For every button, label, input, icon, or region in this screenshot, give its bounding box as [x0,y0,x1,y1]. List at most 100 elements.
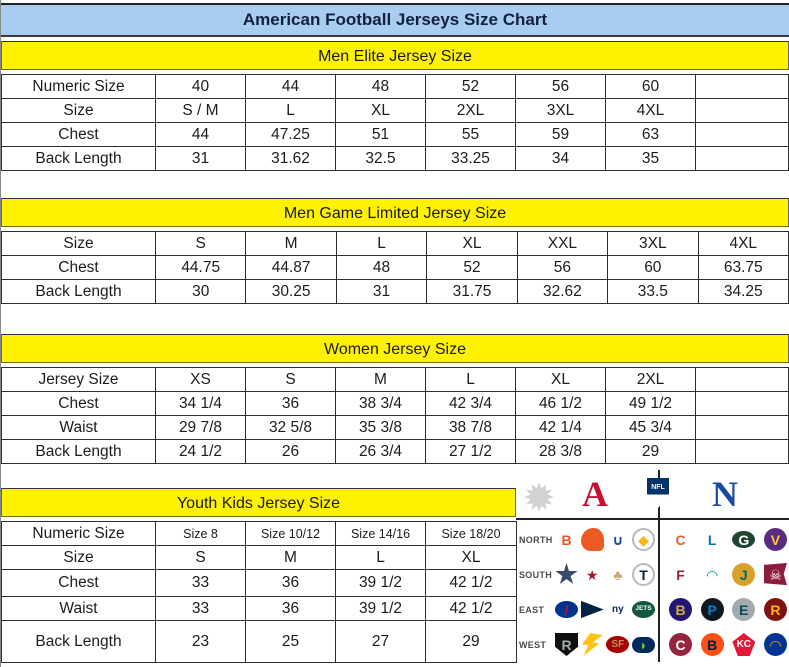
size-cell: 31 [155,146,246,171]
size-cell: S [245,367,336,392]
nfl-teams-panel: A NFL N NORTH B ∪ ◆ C L G V SOUTH ★ ♣ T F ◠ J ☠ EAST / ny J… [516,470,789,666]
size-cell: 60 [605,74,696,99]
eagles-logo: E [732,598,756,621]
division-label: NORTH [519,534,553,545]
size-cell [695,146,789,171]
row-label: Size [1,545,156,570]
size-cell [695,415,789,440]
titans-logo: T [631,563,655,586]
falcons-logo: F [669,563,692,586]
size-cell: 27 1/2 [425,439,516,464]
row-label: Back Length [1,439,156,464]
section-men-game-limited: Men Game Limited Jersey Size Size S M L XL XX… [1,198,789,304]
size-cell: 46 1/2 [515,391,606,416]
size-cell: 26 3/4 [335,439,426,464]
row-label: Size [1,98,156,123]
size-table-men-elite: Numeric Size 40 44 48 52 56 60 Size S / M L XL 2XL 3… [1,74,789,171]
size-table-men-game-limited: Size S M L XL XXL 3XL 4XL Chest 44.75 44.87 48 52 56 6… [1,231,789,304]
cowboys-logo [555,563,578,584]
section-men-elite: Men Elite Jersey Size Numeric Size 40 44 48… [1,41,789,171]
size-cell: M [245,231,337,256]
afc-logo-icon: A [582,474,608,514]
size-cell: M [335,367,426,392]
size-cell: 32.62 [516,279,609,304]
table-row: Jersey Size XS S M L XL 2XL [1,367,789,392]
row-label: Size [1,231,156,256]
size-cell: 42 1/2 [425,596,517,621]
colts-logo: ∪ [606,528,630,551]
saints-logo: ♣ [606,563,630,586]
table-row: Numeric Size 40 44 48 52 56 60 [1,74,789,99]
size-cell: 39 1/2 [335,569,426,597]
size-cell: M [245,545,336,570]
size-cell: 36 [245,391,336,416]
section-women: Women Jersey Size Jersey Size XS S M L XL 2XL C… [1,334,789,464]
jaguars-logo: J [732,563,756,586]
size-cell: 32 5/8 [245,415,336,440]
rams-logo: ◠ [763,633,787,656]
size-cell: 33 [155,569,246,597]
division-row: WEST R SF ◗ C B KC ◠ [516,627,789,662]
row-label: Numeric Size [1,74,156,99]
size-cell: 42 3/4 [425,391,516,416]
size-cell: XL [515,367,606,392]
size-cell: 36 [245,596,336,621]
section-header-men-elite: Men Elite Jersey Size [1,41,789,70]
size-cell: XL [426,231,518,256]
size-cell: 52 [425,74,516,99]
steelers-logo: ◆ [631,528,655,551]
size-cell: 59 [515,122,606,147]
seahawks-logo: ◗ [631,636,655,653]
afc-team-group: / ny JETS [555,598,659,621]
size-cell: 38 7/8 [425,415,516,440]
size-cell: XL [335,98,426,123]
nfc-logo-icon: N [712,474,738,514]
afc-team-group: ★ ♣ T [555,563,659,586]
size-cell: L [335,545,426,570]
packers-logo: G [732,531,756,548]
panthers-logo: P [700,598,724,621]
size-cell: 34 1/4 [155,391,246,416]
size-cell [695,74,789,99]
size-cell: 24 1/2 [155,439,246,464]
row-label: Back Length [1,279,156,304]
size-cell: 28 3/8 [515,439,606,464]
table-row: Chest 34 1/4 36 38 3/4 42 3/4 46 1/2 49 1/2 [1,391,789,416]
row-label: Waist [1,415,156,440]
size-cell: 30 [154,279,247,304]
nfl-shield-label: NFL [651,484,665,491]
size-cell: 35 3/8 [335,415,426,440]
size-cell: Size 8 [155,521,246,546]
size-cell: Size 14/16 [335,521,426,546]
table-row: Chest 44 47.25 51 55 59 63 [1,122,789,147]
size-cell: 49 1/2 [605,391,696,416]
nfc-team-group: C B KC ◠ [669,633,787,656]
raiders-logo: R [555,633,578,656]
conference-divider-line [658,470,660,662]
nfc-team-group: F ◠ J ☠ [669,563,787,586]
size-cell: L [245,98,336,123]
size-cell: 31.75 [426,279,518,304]
page-title: American Football Jerseys Size Chart [1,3,789,37]
table-row: Back Length 23 25 27 29 [1,620,517,663]
size-cell: S [154,231,247,256]
afc-team-group: B ∪ ◆ [555,528,659,551]
size-cell [695,98,789,123]
size-cell: 51 [335,122,426,147]
ravens-logo: B [669,598,692,621]
size-cell: L [335,231,428,256]
size-cell [695,391,789,416]
row-label: Chest [1,255,156,280]
size-cell: 32.5 [335,146,426,171]
section-header-youth-kids: Youth Kids Jersey Size [1,488,516,517]
buccaneers-logo: ☠ [763,563,787,586]
size-cell: 31 [335,279,428,304]
size-cell: 36 [245,569,336,597]
row-label: Numeric Size [1,521,156,546]
nfl-shield-icon: NFL [647,478,669,508]
vikings-logo: V [763,528,787,551]
table-row: Chest 33 36 39 1/2 42 1/2 [1,569,517,597]
size-cell [695,367,789,392]
size-cell: L [425,367,516,392]
